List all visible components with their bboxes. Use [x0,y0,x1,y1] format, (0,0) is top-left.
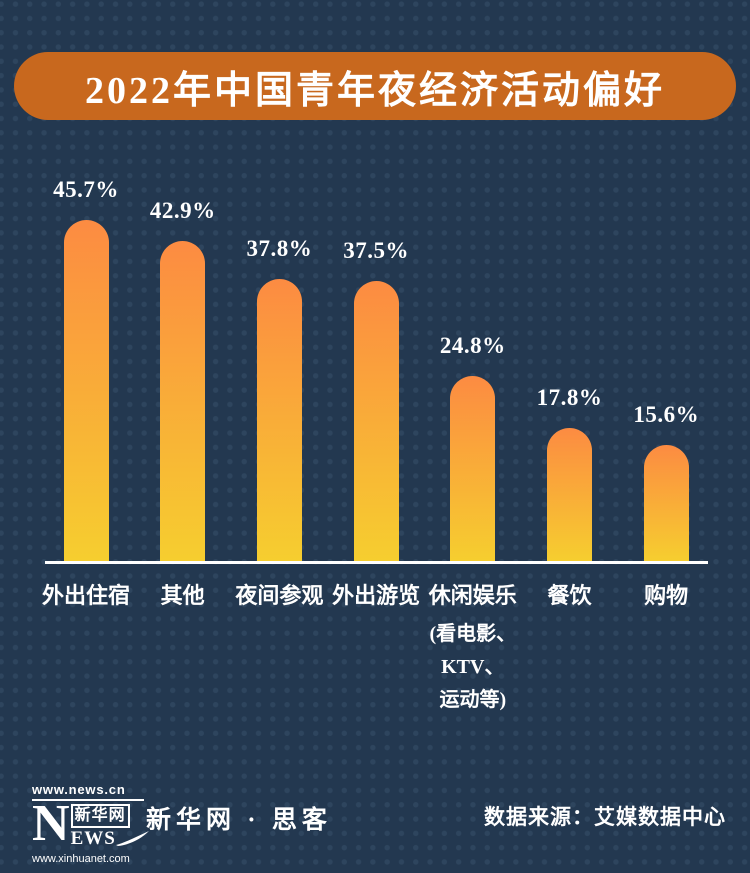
category-label-text: 外出住宿 [41,583,130,608]
category-label: 休闲娱乐 (看电影、 KTV、 运动等) [407,582,539,717]
bar-value-label: 37.5% [343,238,409,263]
category-label-text: 餐饮 [547,583,592,608]
category-sublabel: (看电影、 KTV、 运动等) [429,623,517,711]
bar-value-label: 45.7% [53,177,119,202]
bar [256,279,302,561]
bar-chart: 45.7% 外出住宿 42.9% 其他 37.8% 夜间参观 37.5% 外出游览 24.8% 休… [20,177,732,717]
category-label: 购物 [600,582,732,610]
category-label-text: 购物 [644,583,689,608]
category-label: 其他 [117,582,249,610]
logo-swoosh-icon [115,831,149,846]
data-source: 数据来源：艾媒数据中心 [484,805,726,829]
bar [547,428,592,561]
category-label: 外出住宿 [20,582,152,610]
category-label: 夜间参观 [213,582,345,610]
bar [643,445,689,561]
xinhuanet-logo: www.news.cn N 新华网 EWS www.xinhuanet.com [32,782,149,865]
bar [353,281,399,561]
category-label-text: 休闲娱乐 [428,583,517,608]
bar-value-label: 17.8% [536,385,603,410]
logo-letters-ews: EWS [70,828,116,849]
bar [160,241,206,561]
logo-mark: N 新华网 EWS [32,795,149,852]
category-label: 外出游览 [310,582,442,610]
category-label: 餐饮 [504,582,636,610]
x-axis-line [45,561,708,564]
category-label-text: 其他 [160,583,205,608]
logo-domain-url: www.xinhuanet.com [32,853,130,865]
bar-value-label: 24.8% [439,333,506,358]
logo-letter-n: N [32,795,70,852]
logo-site-url: www.news.cn [32,782,144,801]
bar-value-label: 42.9% [149,198,216,223]
title-banner: 2022年中国青年夜经济活动偏好 [14,52,736,120]
category-label-text: 夜间参观 [235,583,324,608]
category-label-text: 外出游览 [332,583,421,608]
footer-brand: 新华网 · 思客 [146,807,332,834]
page-title: 2022年中国青年夜经济活动偏好 [84,69,665,112]
bar [63,220,109,561]
logo-cn-name: 新华网 [70,804,130,828]
bar-value-label: 37.8% [246,236,313,261]
bar [450,376,496,561]
bar-value-label: 15.6% [633,402,700,427]
